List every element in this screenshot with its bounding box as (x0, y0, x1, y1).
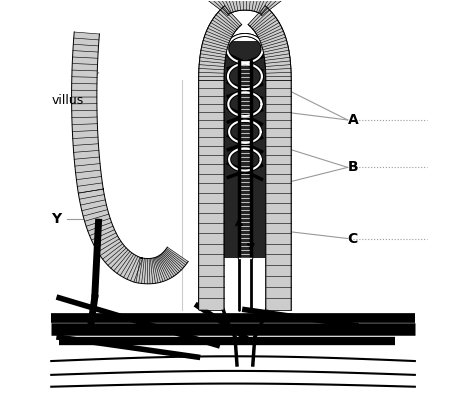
Text: C: C (347, 232, 358, 246)
Polygon shape (208, 0, 282, 16)
Polygon shape (208, 0, 282, 16)
Polygon shape (211, 0, 279, 310)
Polygon shape (223, 41, 267, 258)
Polygon shape (248, 6, 291, 310)
Text: Y: Y (51, 212, 61, 226)
Text: A: A (347, 113, 358, 127)
Text: villus: villus (51, 94, 83, 107)
Polygon shape (248, 6, 291, 310)
Polygon shape (72, 32, 188, 284)
Text: B: B (347, 160, 358, 174)
Polygon shape (199, 6, 242, 310)
Polygon shape (199, 6, 242, 310)
